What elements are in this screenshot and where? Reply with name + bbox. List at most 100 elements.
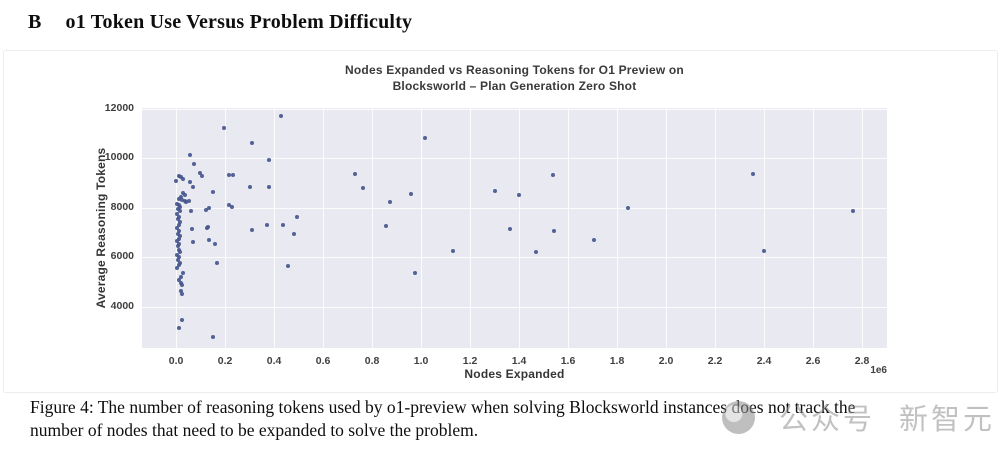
scatter-point — [626, 205, 631, 210]
scatter-point — [292, 231, 297, 236]
x-axis-multiplier-label: 1e6 — [870, 365, 887, 376]
scatter-point — [551, 173, 556, 178]
chart-title-line-2: Blocksworld – Plan Generation Zero Shot — [392, 78, 637, 93]
x-tick-label: 1.2 — [462, 355, 478, 367]
scatter-point — [203, 207, 208, 212]
y-axis-label: Average Reasoning Tokens — [94, 147, 108, 309]
x-gridline — [715, 108, 717, 348]
scatter-point — [221, 125, 226, 130]
plot-area — [142, 108, 887, 348]
scatter-point — [176, 229, 181, 234]
x-gridline — [323, 108, 325, 348]
scatter-point — [388, 200, 393, 205]
scatter-point — [423, 135, 428, 140]
scatter-point — [508, 226, 513, 231]
scatter-point — [180, 317, 185, 322]
scatter-point — [851, 209, 856, 214]
scatter-point — [176, 263, 181, 268]
x-tick-label: 2.0 — [658, 355, 674, 367]
y-gridline — [142, 257, 887, 259]
scatter-point — [176, 255, 181, 260]
x-tick-label: 2.8 — [854, 355, 870, 367]
scatter-point — [762, 249, 767, 254]
scatter-point — [180, 271, 185, 276]
scatter-point — [230, 173, 235, 178]
scatter-point — [189, 226, 194, 231]
scatter-point — [175, 252, 180, 257]
x-tick-label: 2.4 — [756, 355, 772, 367]
x-gridline — [470, 108, 472, 348]
scatter-point — [188, 180, 193, 185]
scatter-point — [249, 141, 254, 146]
x-gridline — [764, 108, 766, 348]
y-tick-label: 6000 — [110, 250, 134, 263]
x-tick-label: 0.2 — [217, 355, 233, 367]
scatter-point — [177, 234, 182, 239]
scatter-point — [188, 153, 193, 157]
scatter-point — [175, 239, 180, 244]
y-tick-label: 8000 — [110, 200, 134, 213]
x-gridline — [274, 108, 276, 348]
scatter-point — [206, 206, 211, 211]
scatter-point — [177, 209, 182, 214]
scatter-point — [279, 114, 284, 119]
scatter-point — [174, 179, 179, 184]
scatter-point — [285, 264, 290, 269]
scatter-point — [534, 250, 539, 255]
scatter-point — [177, 219, 182, 224]
x-gridline — [568, 108, 570, 348]
scatter-point — [198, 171, 203, 176]
scatter-point — [175, 265, 180, 270]
scatter-point — [180, 283, 185, 288]
x-tick-label: 0.6 — [315, 355, 331, 367]
y-gridline — [142, 207, 887, 209]
y-tick-label: 10000 — [104, 151, 134, 164]
x-axis-label: Nodes Expanded — [464, 367, 565, 381]
scatter-point — [188, 209, 193, 214]
caption-line-2: number of nodes that need to be expanded… — [30, 420, 479, 440]
scatter-point — [230, 205, 235, 210]
scatter-point — [178, 281, 183, 286]
x-tick-label: 1.4 — [511, 355, 527, 367]
scatter-point — [180, 177, 185, 181]
scatter-point — [384, 224, 388, 229]
scatter-point — [750, 172, 755, 177]
scatter-point — [178, 194, 183, 199]
scatter-point — [180, 197, 185, 202]
scatter-point — [176, 222, 181, 227]
y-gridline — [142, 108, 887, 110]
scatter-point — [214, 260, 219, 265]
scatter-point — [177, 260, 182, 265]
scatter-point — [176, 257, 180, 262]
x-gridline — [372, 108, 374, 348]
scatter-point — [178, 289, 183, 294]
x-gridline — [813, 108, 814, 348]
scatter-point — [264, 223, 269, 228]
scatter-point — [517, 193, 522, 198]
scatter-point — [180, 292, 185, 297]
scatter-point — [552, 229, 557, 234]
scatter-point — [200, 174, 205, 179]
x-tick-label: 1.0 — [413, 355, 429, 367]
scatter-point — [176, 236, 181, 241]
scatter-point — [176, 231, 180, 236]
x-gridline — [225, 108, 227, 348]
scatter-point — [492, 188, 497, 193]
scatter-point — [178, 205, 183, 210]
scatter-point — [176, 247, 181, 252]
scatter-point — [179, 275, 184, 280]
scatter-point — [186, 199, 191, 204]
x-tick-label: 2.2 — [707, 355, 723, 367]
scatter-point — [184, 200, 189, 205]
scatter-point — [210, 189, 215, 194]
scatter-point — [205, 225, 210, 230]
x-gridline — [666, 108, 668, 348]
scatter-point — [175, 225, 180, 230]
scatter-point — [267, 157, 272, 162]
x-tick-label: 1.8 — [609, 355, 625, 367]
scatter-point — [248, 184, 253, 189]
scatter-point — [176, 217, 180, 222]
x-tick-label: 1.6 — [560, 355, 576, 367]
